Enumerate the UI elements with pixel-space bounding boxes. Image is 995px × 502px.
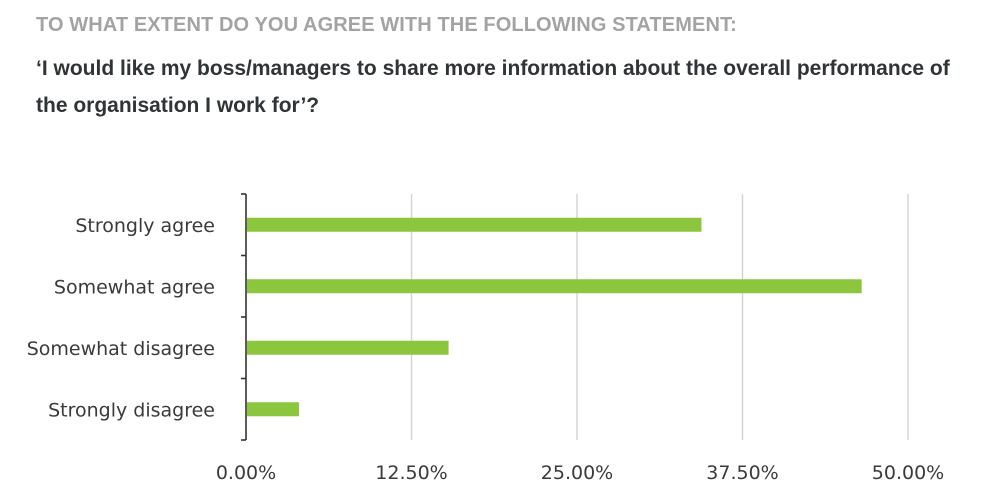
axis-layer [241, 193, 247, 441]
x-tick-label: 37.50% [706, 462, 778, 484]
bar-strongly-agree [247, 217, 702, 232]
category-label: Strongly agree [75, 215, 215, 237]
bar-somewhat-disagree [247, 340, 449, 355]
bar-strongly-disagree [247, 402, 299, 417]
bar-somewhat-agree [247, 279, 862, 294]
chart-kicker: TO WHAT EXTENT DO YOU AGREE WITH THE FOL… [36, 14, 737, 36]
x-tick-label: 12.50% [375, 462, 447, 484]
chart-question: ‘I would like my boss/managers to share … [36, 57, 950, 117]
x-tick-label: 50.00% [872, 462, 944, 484]
label-layer: Strongly agree Somewhat agree Somewhat dis… [27, 215, 945, 484]
x-tick-label: 0.00% [216, 462, 276, 484]
grid-layer [410, 194, 909, 440]
category-label: Somewhat agree [54, 276, 215, 298]
category-label: Somewhat disagree [27, 338, 215, 360]
x-tick-label: 25.00% [541, 462, 613, 484]
bar-layer [247, 217, 862, 417]
category-label: Strongly disagree [48, 399, 215, 421]
